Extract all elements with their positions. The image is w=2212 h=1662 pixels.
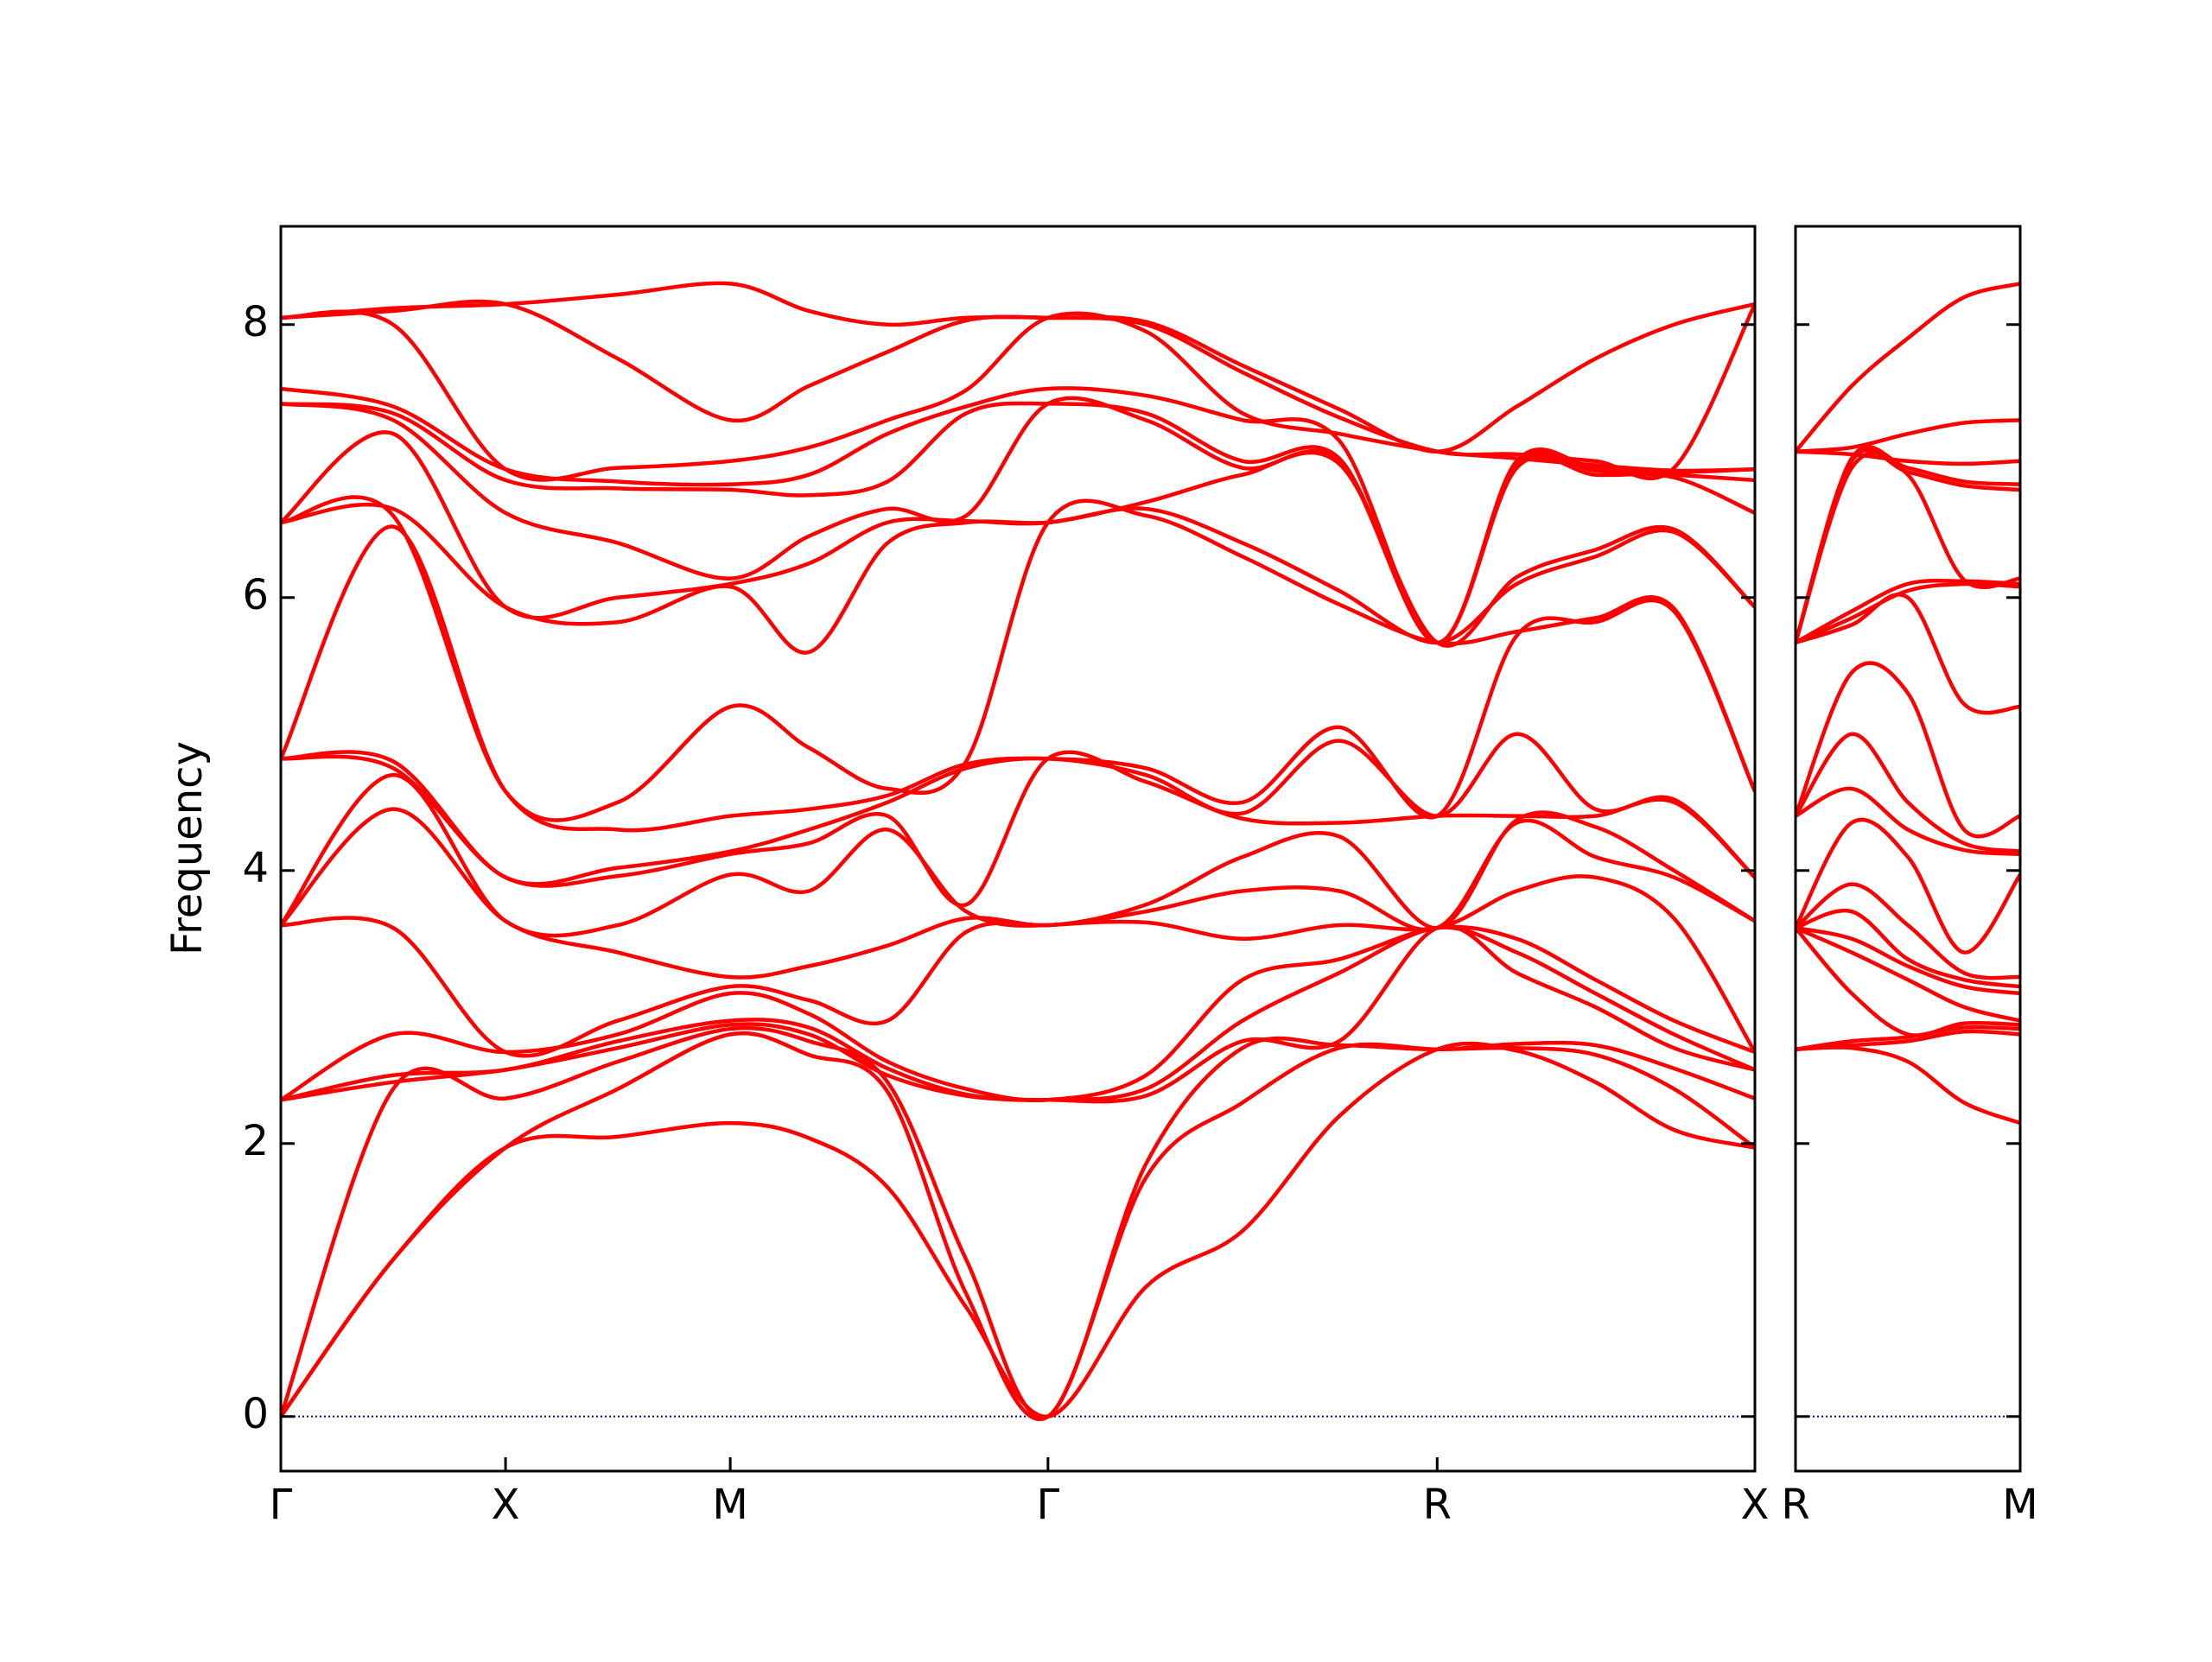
x-tick-label: M — [712, 1481, 747, 1529]
band-line — [281, 925, 1755, 1102]
band-line — [1796, 447, 2020, 644]
band-line — [1796, 786, 2020, 857]
x-tick-label: Γ — [270, 1481, 293, 1529]
y-tick-label: 8 — [242, 298, 269, 346]
band-line — [281, 309, 1755, 482]
band-line — [1796, 817, 2020, 955]
band-line — [1796, 925, 2020, 996]
x-tick-label: X — [1741, 1481, 1770, 1529]
y-tick-label: 6 — [242, 571, 269, 619]
band-line — [1796, 593, 2020, 715]
x-tick-label: M — [2002, 1481, 2037, 1529]
band-line — [1796, 926, 2020, 1037]
band-line — [281, 281, 1755, 454]
band-line — [1796, 882, 2020, 980]
band-line — [281, 807, 1755, 980]
band-line — [281, 1031, 1755, 1421]
y-tick-label: 2 — [242, 1117, 269, 1165]
plot-area — [281, 281, 1755, 1421]
band-line — [281, 750, 1755, 908]
band-line — [1796, 908, 2020, 989]
band-line — [281, 396, 1755, 645]
x-tick-label: R — [1423, 1481, 1452, 1529]
band-line — [1796, 926, 2020, 1023]
band-line — [1796, 1045, 2020, 1126]
band-line — [281, 874, 1755, 1058]
band-line — [281, 924, 1755, 1102]
x-tick-label: R — [1781, 1481, 1809, 1529]
band-line — [281, 430, 1755, 648]
plot-area — [1796, 282, 2020, 1418]
y-axis-label: Frequency — [163, 741, 212, 955]
band-line — [1796, 451, 2020, 644]
x-tick-label: Γ — [1036, 1481, 1059, 1529]
y-tick-label: 4 — [242, 844, 269, 892]
x-tick-label: X — [492, 1481, 520, 1529]
y-tick-label: 0 — [242, 1390, 269, 1438]
band-line — [1796, 449, 2020, 466]
band-line — [1796, 1024, 2020, 1051]
band-line — [281, 495, 1755, 822]
band-line — [1796, 1029, 2020, 1052]
band-line — [1796, 661, 2020, 839]
band-line — [1796, 282, 2020, 454]
band-line — [281, 772, 1755, 938]
band-line — [1796, 732, 2020, 853]
panel-frame — [279, 225, 1757, 1473]
band-line — [281, 1025, 1755, 1420]
band-line — [281, 386, 1755, 645]
band-line — [1796, 418, 2020, 454]
band-line — [1796, 581, 2020, 644]
band-line — [281, 923, 1755, 1104]
panel-frame — [1794, 225, 2022, 1473]
band-line — [1796, 578, 2020, 644]
